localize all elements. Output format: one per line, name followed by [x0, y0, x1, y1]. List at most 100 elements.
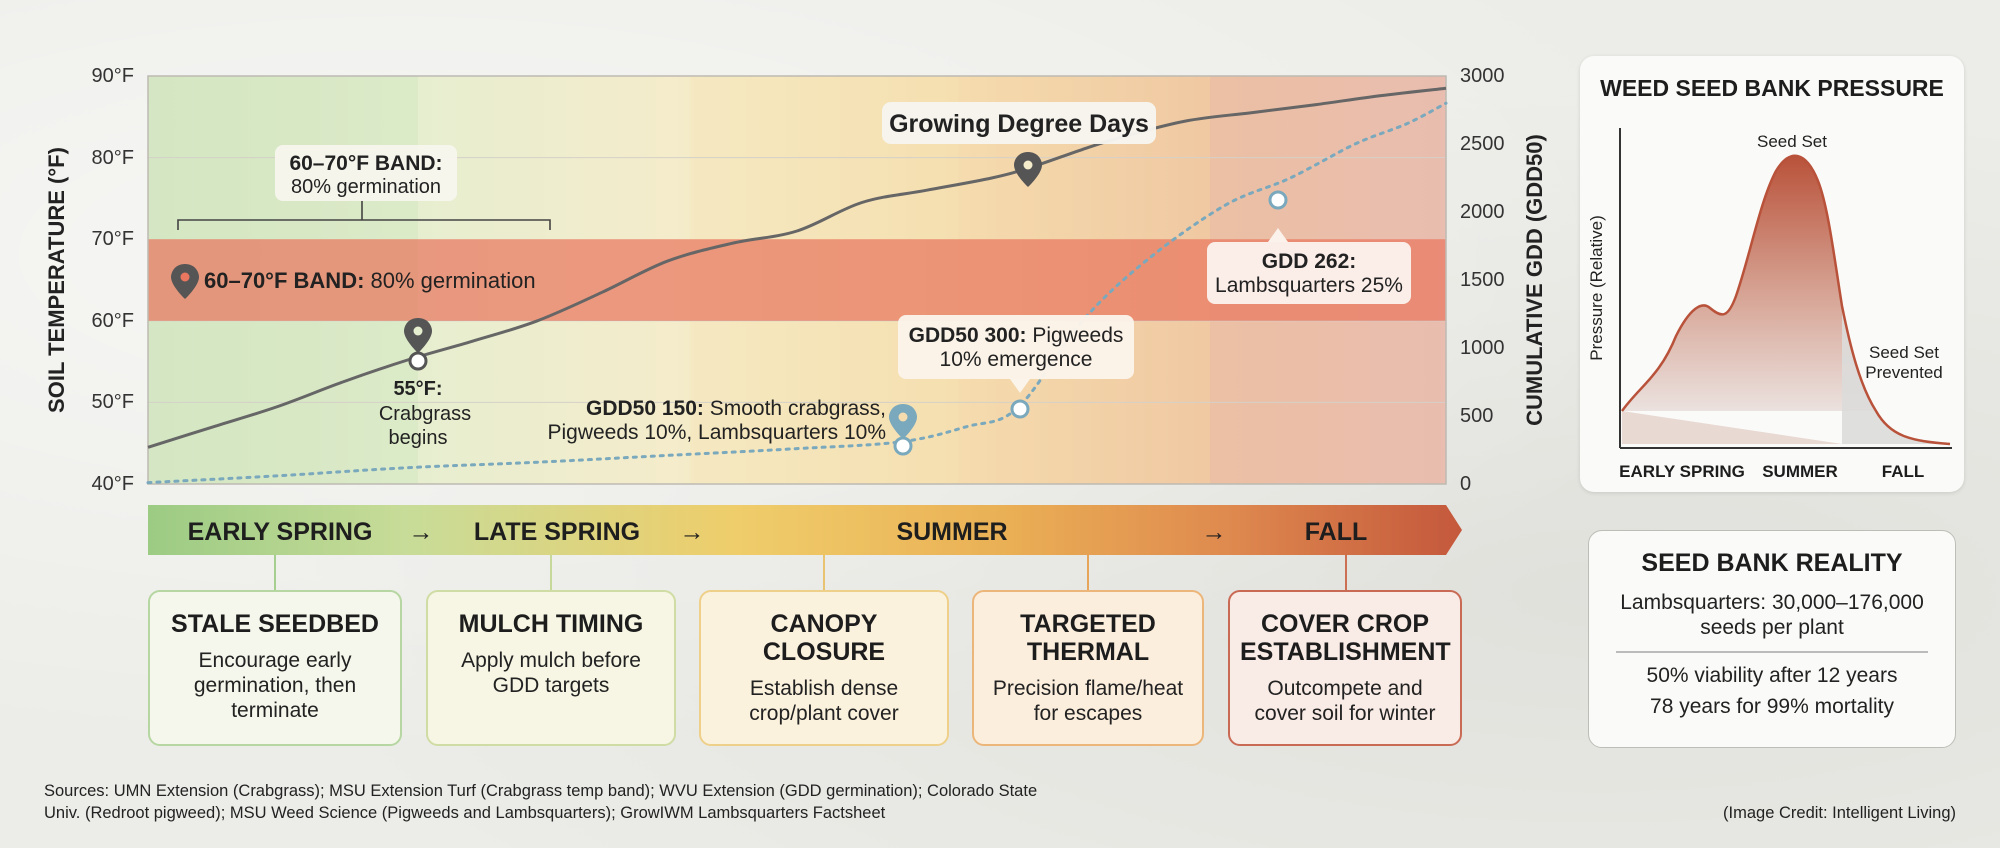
band-inline-rest: 80% germination — [364, 268, 535, 293]
card-text-line: Encourage early — [198, 649, 352, 672]
reality-title: SEED BANK REALITY — [1641, 549, 1903, 577]
seed-bank-pressure-panel: WEED SEED BANK PRESSURE Pressure (Relati… — [1580, 56, 1964, 492]
gdd300-pointer — [1010, 379, 1030, 393]
reality-divider — [1616, 651, 1928, 653]
gdd300-marker — [1010, 399, 1030, 419]
card-title: MULCH TIMING — [458, 610, 644, 638]
y-right-axis-title: CUMULATIVE GDD (GDD50) — [1522, 134, 1547, 426]
gdd262-title: GDD 262: — [1262, 250, 1357, 273]
pressure-y-label: Pressure (Relative) — [1587, 215, 1606, 361]
y-left-axis-title: SOIL TEMPERATURE (°F) — [44, 147, 69, 413]
card-text: Outcompete and cover soil for winter — [1240, 676, 1450, 726]
y-left-tick: 60°F — [92, 310, 134, 332]
season-summer: SUMMER — [896, 518, 1007, 546]
sources-text: Sources: UMN Extension (Crabgrass); MSU … — [44, 780, 1037, 824]
season-arrow: → — [1202, 518, 1227, 546]
y-right-tick: 3000 — [1460, 65, 1505, 87]
card-text-line: Precision flame/heat — [992, 677, 1184, 700]
reality-line: seeds per plant — [1700, 616, 1844, 639]
map-pin-icon — [889, 404, 917, 439]
y-right-tick: 1000 — [1460, 337, 1505, 359]
y-left-tick: 80°F — [92, 147, 134, 169]
reality-text-bottom: 50% viability after 12 years 78 years fo… — [1589, 660, 1955, 722]
card-title: CANOPY CLOSURE — [711, 610, 937, 666]
card-title-line: THERMAL — [1026, 638, 1150, 666]
pressure-title: WEED SEED BANK PRESSURE — [1600, 75, 1944, 101]
season-arrow: → — [409, 518, 434, 546]
reality-line: 50% viability after 12 years — [1646, 663, 1898, 687]
gdd-title-box — [882, 102, 1156, 144]
gdd150-line1: GDD50 150: Smooth crabgrass, — [586, 397, 886, 420]
map-pin-icon — [171, 264, 199, 299]
y-left-tick: 70°F — [92, 228, 134, 250]
y-right-tick: 2000 — [1460, 201, 1505, 223]
pressure-base — [1622, 411, 1842, 444]
crabgrass-line1: Crabgrass — [379, 403, 471, 425]
season-fall: FALL — [1305, 518, 1368, 546]
gdd300-bold: GDD50 300: — [909, 324, 1027, 347]
card-text: Establish dense crop/plant cover — [711, 676, 937, 726]
card-targeted-thermal: TARGETED THERMAL Precision flame/heat fo… — [972, 590, 1204, 746]
gdd262-box — [1207, 242, 1411, 304]
y-right-tick: 0 — [1460, 473, 1471, 495]
card-text-line: terminate — [231, 699, 319, 722]
gdd150-bold: GDD50 150: — [586, 397, 704, 420]
prevented-label-line1: Seed Set — [1869, 343, 1939, 362]
card-title-line: CANOPY — [770, 610, 878, 638]
crabgrass-marker — [408, 351, 428, 371]
card-text-line: germination, then — [193, 674, 357, 697]
card-canopy-closure: CANOPY CLOSURE Establish dense crop/plan… — [699, 590, 949, 746]
card-title: COVER CROP ESTABLISHMENT — [1240, 610, 1451, 666]
image-credit: (Image Credit: Intelligent Living) — [1723, 804, 1956, 822]
season-late-spring: LATE SPRING — [474, 518, 640, 546]
seed-bank-reality-panel: SEED BANK REALITY Lambsquarters: 30,000–… — [1588, 530, 1956, 748]
crabgrass-temp: 55°F: — [393, 378, 442, 400]
gdd300-box — [898, 315, 1134, 379]
y-right-tick: 500 — [1460, 405, 1493, 427]
gdd150-marker — [893, 436, 913, 456]
pressure-x-label: SUMMER — [1762, 462, 1838, 481]
card-title: STALE SEEDBED — [171, 610, 379, 638]
crabgrass-line2: begins — [389, 427, 448, 449]
pressure-x-label: EARLY SPRING — [1619, 462, 1745, 481]
card-mulch-timing: MULCH TIMING Apply mulch before GDD targ… — [426, 590, 676, 746]
band-bracket — [177, 200, 551, 230]
card-text-line: Outcompete and — [1267, 677, 1423, 700]
season-arrow: → — [680, 518, 705, 546]
gdd300-rest: Pigweeds — [1027, 324, 1124, 347]
sources-line: Sources: UMN Extension (Crabgrass); MSU … — [44, 782, 1038, 800]
card-title-line: TARGETED — [1020, 610, 1156, 638]
gdd150-line2: Pigweeds 10%, Lambsquarters 10% — [547, 421, 886, 444]
card-text-line: cover soil for winter — [1254, 702, 1436, 725]
card-cover-crop: COVER CROP ESTABLISHMENT Outcompete and … — [1228, 590, 1462, 746]
gdd-title: Growing Degree Days — [889, 110, 1149, 138]
prevented-area — [1842, 306, 1950, 444]
band-callout-box — [275, 145, 457, 201]
gdd300-line1: GDD50 300: Pigweeds — [909, 324, 1124, 347]
y-left-tick: 90°F — [92, 65, 134, 87]
reality-line: 78 years for 99% mortality — [1650, 694, 1894, 718]
map-pin-icon — [404, 318, 432, 353]
y-left-tick: 50°F — [92, 391, 134, 413]
peak-label: Seed Set — [1757, 132, 1827, 151]
gdd50-dotted-line — [146, 101, 1448, 485]
gdd262-line2: Lambsquarters 25% — [1215, 274, 1403, 297]
card-title-line: COVER CROP — [1260, 610, 1430, 638]
seed-bank-pressure-chart: WEED SEED BANK PRESSURE Pressure (Relati… — [1587, 75, 1952, 481]
gdd150-rest: Smooth crabgrass, — [704, 397, 886, 420]
pressure-x-label: FALL — [1882, 462, 1925, 481]
reality-line: Lambsquarters: 30,000–176,000 — [1620, 591, 1924, 614]
y-left-tick: 40°F — [92, 473, 134, 495]
card-text-line: GDD targets — [492, 674, 610, 697]
card-text-line: for escapes — [1033, 702, 1143, 725]
y-right-tick: 2500 — [1460, 133, 1505, 155]
y-right-tick: 1500 — [1460, 269, 1505, 291]
card-text: Encourage early germination, then termin… — [160, 648, 390, 723]
plot-frame — [147, 75, 1447, 485]
card-text-line: crop/plant cover — [749, 702, 899, 725]
gdd300-line2: 10% emergence — [940, 348, 1093, 371]
band-inline-label: 60–70°F BAND: 80% germination — [204, 268, 536, 293]
card-stale-seedbed: STALE SEEDBED Encourage early germinatio… — [148, 590, 402, 746]
sources-line: Univ. (Redroot pigweed); MSU Weed Scienc… — [44, 804, 886, 822]
